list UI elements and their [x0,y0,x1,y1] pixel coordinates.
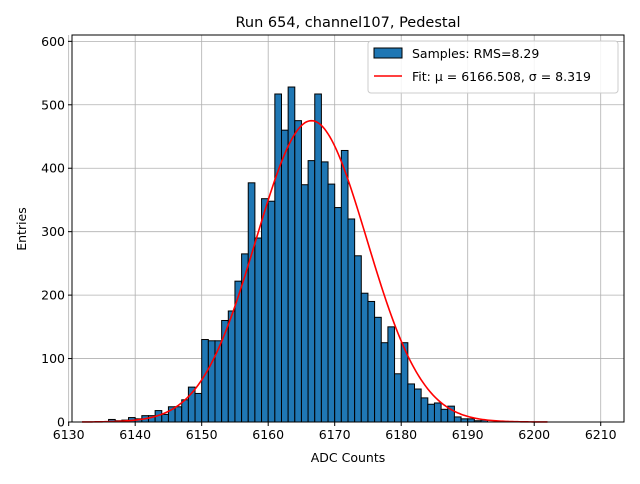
x-tick-label: 6180 [385,427,417,442]
plot-frame [71,34,625,423]
histogram-bars [108,86,489,423]
histogram-bar [201,339,209,423]
fit-curve [81,119,548,423]
histogram-bar [287,86,296,423]
histogram-bar [181,399,189,423]
histogram-bar [414,388,422,423]
histogram-bar [394,373,402,423]
histogram-bar [241,253,249,423]
histogram-bar [427,403,435,423]
histogram-bar [261,198,269,423]
histogram-bar [307,160,316,423]
histogram-bar [174,406,183,423]
histogram-bar [267,200,276,423]
x-axis-ticks: 6130 6140 6150 6160 6170 6180 6190 6200 6210 [53,422,617,442]
histogram-bar [247,182,256,423]
legend-samples-label: Samples: RMS=8.29 [412,46,539,61]
histogram-bar [194,392,203,423]
histogram-bar [433,402,442,423]
y-tick-label: 0 [57,415,65,430]
y-tick-label: 100 [41,351,65,366]
histogram-bar [354,255,362,423]
x-tick-label: 6210 [585,427,617,442]
histogram-bar [314,93,322,423]
histogram-bar [387,326,396,423]
histogram-bar [227,310,236,423]
histogram-bar [161,413,169,423]
histogram-bar [407,383,416,423]
histogram-bar [380,342,389,423]
histogram-bar [320,161,329,423]
x-tick-label: 6190 [452,427,484,442]
y-tick-label: 200 [41,288,65,303]
histogram-bar [274,93,282,423]
y-tick-label: 300 [41,224,65,239]
x-tick-label: 6200 [518,427,550,442]
legend: Samples: RMS=8.29 Fit: μ = 6166.508, σ =… [367,40,619,94]
histogram-bar [374,316,382,423]
x-tick-label: 6140 [119,427,151,442]
histogram-bar [207,340,216,423]
y-tick-label: 400 [41,161,65,176]
legend-box [367,40,619,94]
histogram-bar [254,237,263,423]
chart-title: Run 654, channel107, Pedestal [235,15,460,31]
legend-fit-label: Fit: μ = 6166.508, σ = 8.319 [412,69,591,84]
histogram-bar [367,300,376,423]
x-tick-label: 6150 [186,427,218,442]
histogram-bar [327,183,336,423]
y-axis-ticks: 0 100 200 300 400 500 600 [41,34,72,430]
y-axis-label: Entries [14,207,29,251]
x-tick-label: 6130 [53,427,85,442]
x-tick-label: 6170 [319,427,351,442]
histogram-bar [280,129,289,423]
legend-samples-swatch [373,47,403,59]
x-tick-label: 6160 [252,427,284,442]
y-tick-label: 600 [41,34,65,49]
histogram-bar [221,319,229,423]
histogram-bar [347,218,356,423]
histogram-bar [334,207,342,423]
histogram-bar [300,184,309,423]
histogram-bar [453,416,462,423]
x-axis-label: ADC Counts [311,450,386,465]
y-tick-label: 500 [41,97,65,112]
histogram-bar [360,292,369,423]
histogram-bar [294,120,302,423]
histogram-bar [340,149,349,423]
histogram-bar [440,408,449,423]
histogram-bar [420,397,429,423]
